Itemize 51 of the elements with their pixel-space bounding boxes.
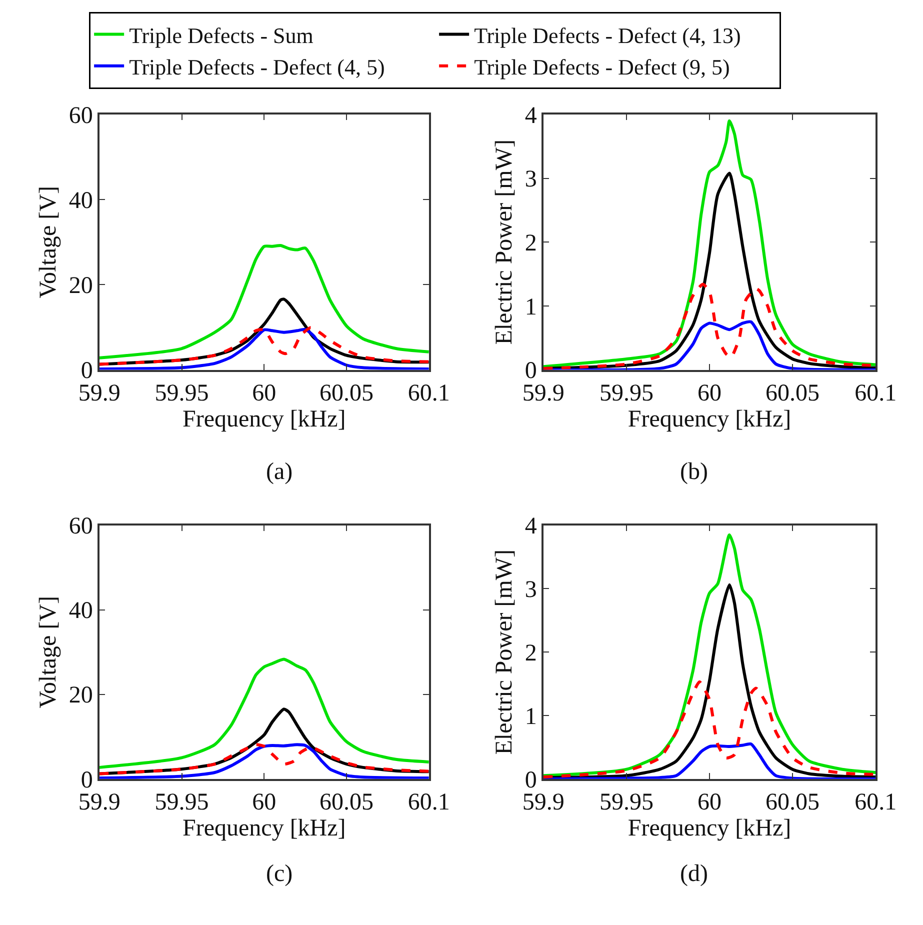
x-tick-label: 60.1 <box>408 789 450 816</box>
y-tick-label: 2 <box>524 230 537 257</box>
x-tick-label: 60 <box>252 380 276 406</box>
x-axis-title: Frequency [kHz] <box>628 406 792 432</box>
y-tick-label: 2 <box>524 640 537 666</box>
x-tick-label: 59.95 <box>154 789 209 816</box>
x-tick-label: 59.95 <box>154 380 209 406</box>
line-series <box>543 533 876 778</box>
y-tick-label: 4 <box>524 102 537 129</box>
text: (d) <box>680 861 708 887</box>
x-tick-label: 60.05 <box>320 380 374 406</box>
x-tick-label: 60.1 <box>854 789 897 816</box>
text: (a) <box>266 459 293 485</box>
y-axis-title: Voltage [V] <box>35 596 62 708</box>
y-tick-label: 60 <box>68 514 93 540</box>
y-tick-label: 40 <box>68 188 93 214</box>
legend-label: Triple Defects - Sum <box>129 22 314 48</box>
x-axis-title: Frequency [kHz] <box>182 406 346 432</box>
x-tick-label: 60 <box>698 789 722 816</box>
y-tick-label: 20 <box>68 682 93 709</box>
text: (b) <box>680 459 708 485</box>
x-tick-label: 59.95 <box>599 789 654 816</box>
text: (c) <box>266 861 293 887</box>
legend-label: Triple Defects - Defect (9, 5) <box>474 54 730 80</box>
x-tick-label: 60 <box>252 789 276 816</box>
y-tick-label: 3 <box>524 166 537 193</box>
x-tick-label: 60.05 <box>320 789 374 816</box>
x-tick-label: 60.1 <box>854 380 897 406</box>
line-series <box>99 244 429 360</box>
x-axis-title: Frequency [kHz] <box>182 815 346 842</box>
x-tick-label: 60.05 <box>766 380 820 406</box>
x-tick-label: 60 <box>698 380 722 406</box>
x-tick-label: 60.1 <box>408 380 450 406</box>
y-axis-title: Electric Power [mW] <box>491 140 518 345</box>
legend-label: Triple Defects - Defect (4, 5) <box>129 54 385 80</box>
y-tick-label: 60 <box>68 102 93 129</box>
y-tick-label: 20 <box>68 273 93 300</box>
y-tick-label: 1 <box>524 294 537 320</box>
y-tick-label: 4 <box>524 514 537 540</box>
y-axis-title: Electric Power [mW] <box>491 549 518 755</box>
line-series <box>543 119 876 368</box>
y-axis-title: Voltage [V] <box>35 186 62 298</box>
y-tick-label: 3 <box>524 577 537 604</box>
x-tick-label: 59.95 <box>599 380 654 406</box>
y-tick-label: 40 <box>68 598 93 624</box>
y-tick-label: 1 <box>524 704 537 730</box>
line-series <box>543 680 876 778</box>
x-tick-label: 60.05 <box>766 789 820 816</box>
line-series <box>99 658 429 769</box>
legend-label: Triple Defects - Defect (4, 13) <box>474 22 741 48</box>
x-axis-title: Frequency [kHz] <box>628 815 792 842</box>
